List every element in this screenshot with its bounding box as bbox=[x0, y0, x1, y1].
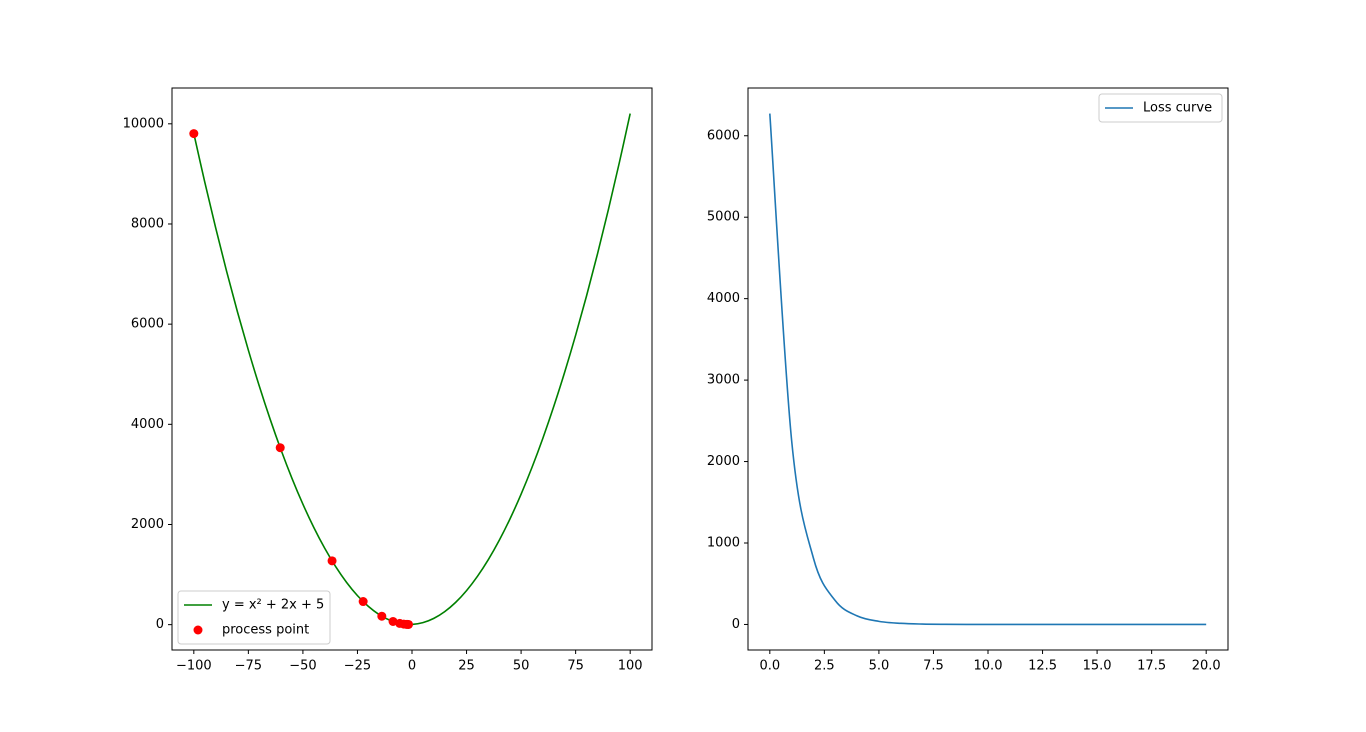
data-line bbox=[193, 113, 631, 626]
data-point bbox=[404, 619, 414, 629]
subplot: −100 −75 −50 −25 0 25 50 75 100 0 2000 4000 6000 8000… bbox=[123, 87, 653, 674]
x-tick-label: 75 bbox=[567, 659, 584, 674]
axes-frame bbox=[171, 87, 653, 651]
data-point bbox=[189, 129, 199, 139]
x-tick-label: 100 bbox=[618, 659, 643, 674]
y-tick-label: 8000 bbox=[131, 216, 164, 231]
data-point bbox=[377, 611, 387, 621]
y-tick-label: 10000 bbox=[123, 116, 164, 131]
x-tick-label: 12.5 bbox=[1028, 659, 1057, 674]
x-tick-label: −25 bbox=[344, 659, 371, 674]
data-point bbox=[275, 443, 285, 453]
x-tick-label: 10.0 bbox=[974, 659, 1003, 674]
x-tick-label: 7.5 bbox=[923, 659, 944, 674]
legend: Loss curve bbox=[1098, 93, 1223, 123]
x-tick-label: 2.5 bbox=[814, 659, 835, 674]
legend-box bbox=[177, 590, 331, 645]
legend-marker bbox=[193, 625, 203, 635]
x-tick-label: 25 bbox=[458, 659, 475, 674]
axes-frame bbox=[747, 87, 1229, 651]
x-tick-label: −100 bbox=[176, 659, 212, 674]
legend-label: process point bbox=[222, 623, 309, 638]
x-tick-label: 0 bbox=[408, 659, 416, 674]
y-tick-label: 6000 bbox=[131, 317, 164, 332]
y-tick-label: 4000 bbox=[707, 291, 740, 306]
legend-label: y = x² + 2x + 5 bbox=[222, 598, 324, 613]
y-tick-label: 3000 bbox=[707, 373, 740, 388]
y-tick-label: 6000 bbox=[707, 128, 740, 143]
x-tick-label: 20.0 bbox=[1192, 659, 1221, 674]
x-tick-label: −50 bbox=[289, 659, 316, 674]
x-tick-label: 0.0 bbox=[759, 659, 780, 674]
y-tick-label: 0 bbox=[156, 617, 164, 632]
x-tick-label: 17.5 bbox=[1137, 659, 1166, 674]
y-tick-label: 4000 bbox=[131, 417, 164, 432]
y-tick-label: 2000 bbox=[131, 517, 164, 532]
y-tick-label: 5000 bbox=[707, 210, 740, 225]
data-point bbox=[327, 556, 337, 566]
x-tick-label: 15.0 bbox=[1083, 659, 1112, 674]
x-tick-label: 5.0 bbox=[869, 659, 890, 674]
subplot: 0.0 2.5 5.0 7.5 10.0 12.5 15.0 17.5 20.0 0 1000 200… bbox=[707, 87, 1229, 674]
y-tick-label: 0 bbox=[732, 617, 740, 632]
data-point bbox=[358, 597, 368, 607]
legend-label: Loss curve bbox=[1143, 101, 1212, 116]
y-tick-label: 2000 bbox=[707, 454, 740, 469]
legend: y = x² + 2x + 5 process point bbox=[177, 590, 331, 645]
data-line bbox=[769, 113, 1207, 626]
legend-box bbox=[1098, 93, 1223, 123]
y-tick-label: 1000 bbox=[707, 536, 740, 551]
x-tick-label: 50 bbox=[513, 659, 530, 674]
x-tick-label: −75 bbox=[235, 659, 262, 674]
